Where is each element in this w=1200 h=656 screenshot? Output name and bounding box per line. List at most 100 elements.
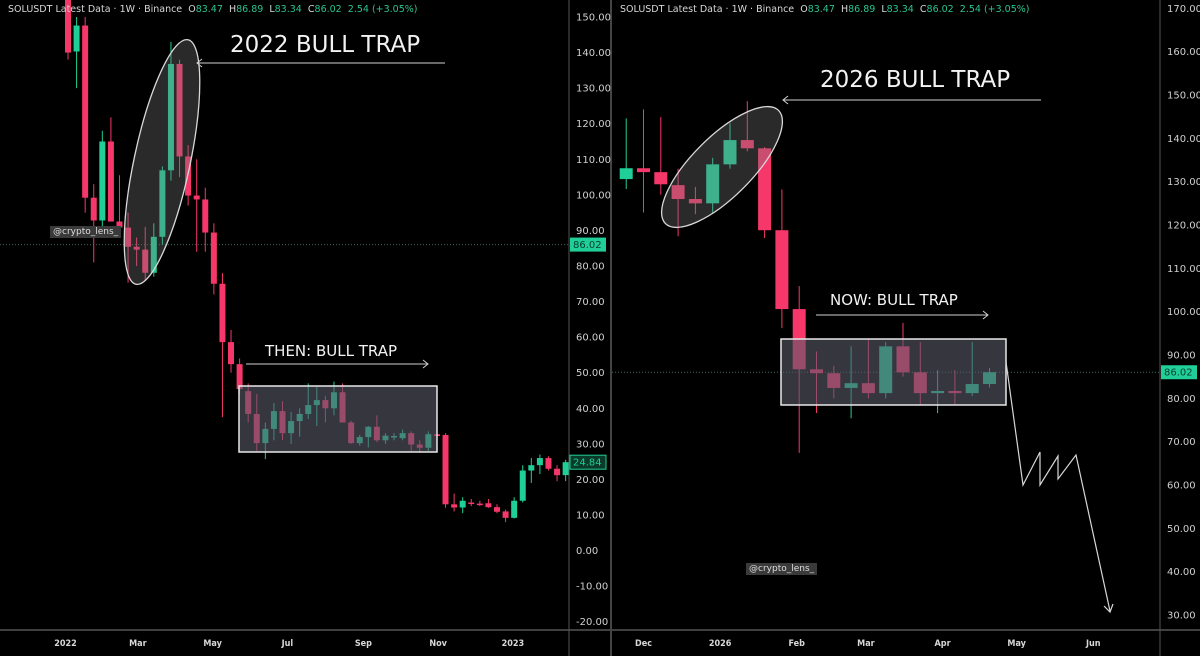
- y-tick-label: 40.00: [1167, 567, 1196, 578]
- bull-trap-ellipse-2022: [123, 38, 201, 286]
- open-value: 83.47: [807, 4, 835, 15]
- candle: [202, 187, 209, 252]
- x-tick-label: Mar: [857, 639, 875, 649]
- candle-body: [476, 503, 483, 506]
- left-chart: 150.00 140.00 130.00 120.00 110.00 100.00 90.0…: [0, 0, 612, 656]
- change-value: 2.54 (+3.05%): [959, 4, 1030, 15]
- candle: [219, 273, 226, 418]
- x-tick-label: May: [1007, 639, 1026, 649]
- candle: [210, 223, 217, 295]
- candle-body: [133, 246, 140, 250]
- y-tick-label: 130.00: [576, 84, 611, 95]
- candle-body: [236, 364, 243, 390]
- last-price-badge: [569, 454, 607, 470]
- high-label: H: [840, 4, 849, 15]
- candle-body: [740, 140, 754, 149]
- bull-trap-ellipse-2026: [660, 105, 784, 229]
- y-tick-label: 70.00: [1167, 437, 1196, 448]
- candle: [159, 166, 166, 245]
- y-tick-label: 100.00: [1167, 307, 1200, 318]
- y-tick-label: 20.00: [576, 475, 605, 486]
- candle: [82, 17, 89, 213]
- candle: [167, 41, 174, 181]
- close-value: 86.02: [314, 4, 342, 15]
- candle-body: [90, 197, 97, 221]
- y-tick-label: 110.00: [576, 155, 611, 166]
- y-tick-label: 120.00: [576, 119, 611, 130]
- y-tick-label: 140.00: [576, 48, 611, 59]
- x-tick-label: 2022: [54, 639, 77, 649]
- chart-header-left: SOLUSDT Latest Data · 1W · Binance O83.4…: [8, 4, 418, 15]
- range-box-now: [780, 338, 1007, 406]
- candle: [688, 186, 702, 215]
- candle-body: [202, 199, 209, 233]
- low-label: L: [269, 4, 275, 15]
- candle: [536, 454, 543, 475]
- projection-path-arrow: [1005, 361, 1114, 614]
- candle: [150, 223, 157, 277]
- last-price-label: 86.02: [1164, 368, 1193, 379]
- open-value: 83.47: [195, 4, 223, 15]
- candle-body: [619, 168, 633, 180]
- watermark-right: @crypto_lens_: [746, 563, 818, 575]
- x-tick-label: 2023: [502, 639, 525, 649]
- candle-body: [142, 249, 149, 273]
- y-tick-label: 10.00: [576, 510, 605, 521]
- candle-body: [485, 503, 492, 508]
- y-tick-label: 60.00: [576, 333, 605, 344]
- candle: [554, 465, 561, 482]
- x-tick-label: May: [203, 639, 222, 649]
- arrow-left-2026: [782, 95, 1041, 105]
- y-tick-label: 120.00: [1167, 221, 1200, 232]
- y-tick-label: 80.00: [1167, 394, 1196, 405]
- candle: [90, 184, 97, 263]
- x-tick-label: Feb: [788, 639, 805, 649]
- low-value: 83.34: [274, 4, 302, 15]
- candle-body: [73, 25, 80, 52]
- close-label: C: [307, 4, 315, 15]
- candle: [654, 117, 668, 195]
- candle: [775, 189, 789, 329]
- candle: [519, 465, 526, 503]
- candle-body: [459, 500, 466, 508]
- y-tick-label: 100.00: [576, 190, 611, 201]
- y-tick-label: 50.00: [1167, 524, 1196, 535]
- y-tick-label: 50.00: [576, 368, 605, 379]
- y-tick-label: 80.00: [576, 261, 605, 272]
- y-tick-label: -10.00: [576, 582, 608, 593]
- candle: [65, 0, 71, 60]
- candle: [142, 226, 149, 281]
- x-tick-label: Jul: [281, 639, 294, 649]
- y-tick-label: 30.00: [576, 439, 605, 450]
- y-tick-label: 150.00: [1167, 91, 1200, 102]
- y-tick-label: 150.00: [576, 13, 611, 24]
- y-tick-label: 60.00: [1167, 480, 1196, 491]
- candle: [73, 17, 80, 89]
- x-tick-label: Dec: [635, 639, 652, 649]
- x-tick-label: Apr: [935, 639, 951, 649]
- low-value: 83.34: [886, 4, 914, 15]
- candle: [133, 237, 140, 266]
- candle-body: [528, 465, 535, 471]
- candle-body: [654, 172, 668, 185]
- open-label: O: [188, 4, 196, 15]
- y-tick-label: 170.00: [1167, 4, 1200, 15]
- candle-body: [150, 236, 157, 273]
- watermark-left: @crypto_lens_: [50, 226, 122, 238]
- candle: [502, 509, 509, 523]
- candle-body: [107, 141, 114, 222]
- last-price-badge: [570, 237, 606, 252]
- last-price-label: 86.02: [573, 240, 602, 251]
- candle-body: [775, 230, 789, 310]
- candle: [468, 498, 475, 507]
- candle-body: [442, 434, 449, 505]
- candle: [99, 130, 106, 231]
- candle: [125, 212, 132, 283]
- high-label: H: [228, 4, 237, 15]
- candle-body: [125, 227, 132, 247]
- x-tick-label: Jun: [1085, 639, 1101, 649]
- last-price-label: 24.84: [573, 458, 602, 469]
- label-then-bull-trap: THEN: BULL TRAP: [264, 342, 397, 360]
- symbol-text: SOLUSDT Latest Data · 1W · Binance: [8, 4, 183, 15]
